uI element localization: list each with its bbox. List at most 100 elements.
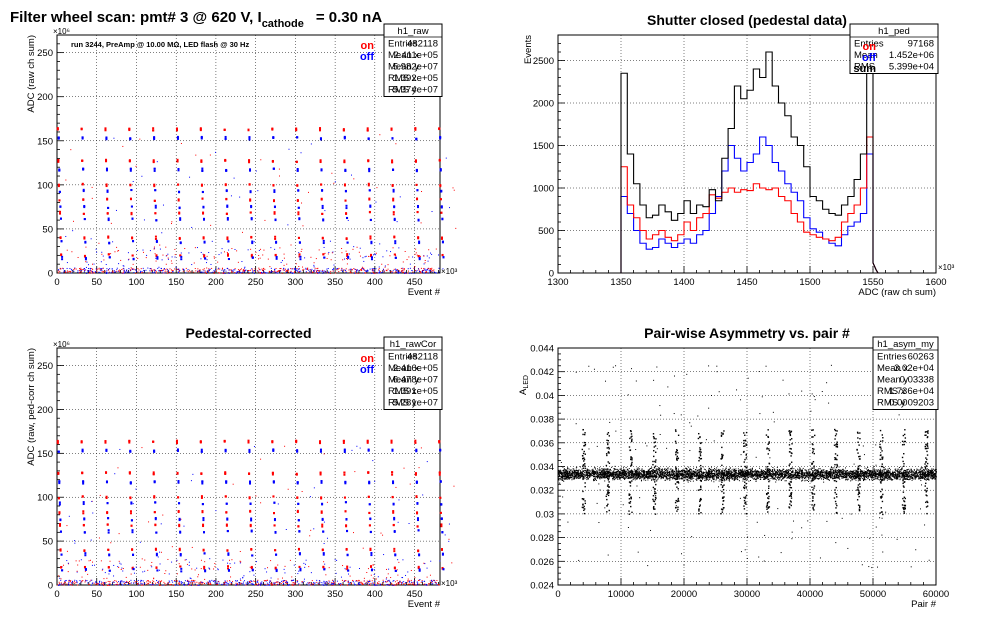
data-point-off: [153, 169, 156, 172]
data-point-off: [368, 480, 371, 483]
noise-point: [399, 270, 401, 272]
data-point-off: [320, 481, 323, 484]
asym-point: [790, 468, 792, 470]
noise-point: [231, 270, 233, 272]
data-point-on: [321, 549, 324, 552]
y-tick-label: 250: [37, 361, 53, 372]
noise-point: [259, 269, 261, 271]
noise-point: [135, 566, 137, 568]
noise-point: [229, 563, 231, 565]
noise-point: [421, 271, 423, 273]
noise-point: [268, 270, 270, 272]
data-point-off: [323, 568, 326, 571]
data-point-on: [128, 439, 131, 442]
x-tick-label: 450: [407, 589, 423, 600]
asym-point: [623, 468, 625, 470]
noise-point: [185, 272, 187, 274]
sparse-point-off: [334, 181, 336, 183]
noise-point: [397, 583, 399, 585]
data-point-off: [415, 137, 418, 140]
noise-point: [284, 580, 286, 582]
noise-point: [344, 269, 346, 271]
noise-point: [167, 558, 169, 560]
data-point-on: [224, 159, 227, 162]
asym-point: [901, 466, 903, 468]
asym-point: [709, 469, 711, 471]
noise-point: [79, 270, 81, 272]
noise-point: [62, 267, 64, 269]
noise-point: [90, 584, 92, 586]
sparse-point-on: [301, 202, 303, 204]
data-point-off: [226, 205, 229, 208]
noise-point: [341, 579, 343, 581]
asym-point: [579, 474, 581, 476]
noise-point: [258, 584, 260, 586]
noise-point: [297, 573, 299, 575]
asym-point: [913, 472, 915, 474]
data-point-on: [344, 199, 347, 202]
data-point-off: [202, 519, 205, 522]
data-point-off: [441, 531, 444, 534]
noise-point: [423, 583, 425, 585]
noise-point: [114, 584, 116, 586]
noise-point: [274, 582, 276, 584]
data-point-off: [321, 503, 324, 506]
data-point-on: [296, 509, 299, 512]
noise-point: [435, 582, 437, 584]
noise-point: [421, 271, 423, 273]
data-point-on: [250, 548, 253, 551]
noise-point: [255, 584, 257, 586]
noise-point: [59, 577, 61, 579]
sparse-point-on: [284, 445, 286, 447]
noise-point: [306, 272, 308, 274]
noise-point: [216, 270, 218, 272]
noise-point: [189, 577, 191, 579]
noise-point: [121, 567, 123, 569]
sparse-point-on: [420, 447, 422, 449]
data-point-off: [392, 168, 395, 171]
sparse-point-off: [215, 151, 217, 153]
data-point-off: [392, 480, 395, 483]
noise-point: [95, 268, 97, 270]
noise-point: [303, 268, 305, 270]
noise-point: [409, 580, 411, 582]
data-point-on: [175, 127, 178, 130]
asym-point: [908, 478, 910, 480]
noise-point: [306, 268, 308, 270]
noise-point: [375, 254, 377, 256]
noise-point: [98, 271, 100, 273]
noise-point: [323, 584, 325, 586]
noise-point: [151, 583, 153, 585]
noise-point: [432, 579, 434, 581]
noise-point: [258, 249, 260, 251]
noise-point: [153, 578, 155, 580]
noise-point: [429, 272, 431, 274]
data-point-off: [60, 553, 63, 556]
noise-point: [249, 571, 251, 573]
noise-point: [159, 269, 161, 271]
x-tick-label: 150: [168, 277, 184, 288]
data-point-on: [177, 496, 180, 499]
noise-point: [218, 581, 220, 583]
data-point-off: [369, 204, 372, 207]
noise-point: [302, 266, 304, 268]
asym-point: [669, 468, 671, 470]
asym-point: [761, 469, 763, 471]
y-tick-label: 1500: [533, 141, 554, 152]
data-point-on: [440, 525, 443, 528]
noise-point: [111, 268, 113, 270]
noise-point: [201, 271, 203, 273]
noise-point: [157, 582, 159, 584]
data-point-on: [199, 127, 202, 130]
noise-point: [197, 584, 199, 586]
data-point-off: [57, 450, 60, 453]
noise-point: [244, 269, 246, 271]
data-point-on: [81, 495, 84, 498]
sparse-point-off: [132, 503, 134, 505]
noise-point: [327, 268, 329, 270]
noise-point: [230, 576, 232, 578]
data-point-on: [391, 473, 394, 476]
y-tick-label: 500: [538, 226, 554, 237]
data-point-on: [392, 211, 395, 214]
noise-point: [186, 563, 188, 565]
